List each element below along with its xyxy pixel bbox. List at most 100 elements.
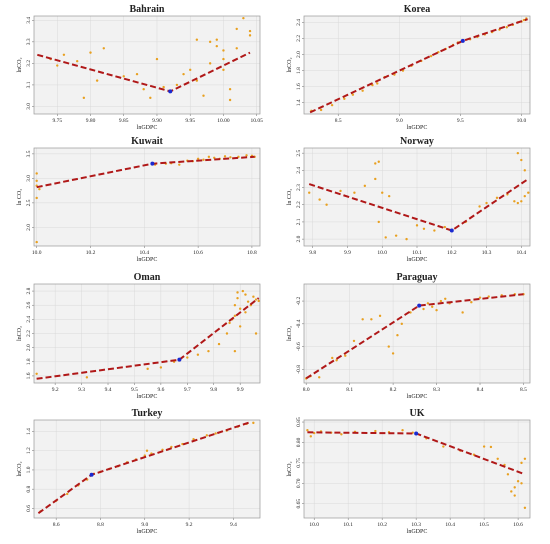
y-tick-label: 0.70 bbox=[296, 478, 302, 488]
data-point bbox=[35, 172, 38, 175]
data-point bbox=[196, 157, 200, 160]
y-axis-label: ln CO₂ bbox=[17, 189, 23, 206]
data-point bbox=[352, 339, 356, 343]
panel-kuwait: 10.0 10.2 10.4 10.6 10.8 2.0 2.5 3.0 3.5 Kuwait ln… bbox=[17, 136, 261, 263]
panel-uk: 10.0 10.1 10.2 10.3 10.4 10.5 10.6 0.65 0.70 0.75… bbox=[287, 408, 531, 535]
data-point bbox=[394, 234, 398, 237]
data-point bbox=[401, 429, 404, 432]
x-tick-label: 9.90 bbox=[152, 118, 162, 124]
y-tick-label: 0.80 bbox=[296, 437, 302, 447]
panel-korea: 8.5 9.0 9.5 10.0 1.4 1.6 1.8 2.0 2.2 2.4 Korea lnGD… bbox=[287, 4, 531, 131]
data-point bbox=[306, 429, 309, 432]
x-tick-label: 10.05 bbox=[250, 118, 263, 124]
x-tick-label: 8.0 bbox=[303, 387, 310, 393]
data-point bbox=[361, 89, 364, 92]
plot-background bbox=[304, 420, 530, 518]
y-tick-label: 0.8 bbox=[26, 485, 32, 492]
y-axis-label: ln CO₂ bbox=[287, 189, 293, 206]
y-tick-label: 2.0 bbox=[26, 344, 32, 351]
data-point bbox=[229, 156, 232, 159]
plot-background bbox=[34, 148, 260, 246]
panel-norway: 9.8 9.9 10.0 10.1 10.2 10.3 10.4 2.0 2.1 2.2 2.3 2.… bbox=[287, 136, 531, 263]
data-point bbox=[422, 307, 425, 311]
breakpoint-marker bbox=[414, 431, 419, 436]
data-point bbox=[470, 301, 473, 304]
x-tick-label: 10.6 bbox=[193, 250, 203, 256]
data-point bbox=[56, 64, 59, 67]
breakpoint-marker bbox=[168, 89, 173, 94]
breakpoint-marker bbox=[89, 472, 94, 477]
data-point bbox=[178, 163, 181, 166]
y-tick-label: 1.0 bbox=[26, 466, 32, 473]
data-point bbox=[353, 191, 356, 194]
x-tick-label: 9.0 bbox=[141, 522, 148, 528]
data-point bbox=[513, 200, 516, 203]
data-point bbox=[38, 187, 41, 191]
x-tick-label: 10.0 bbox=[377, 250, 387, 256]
panels: 9.75 9.80 9.85 9.90 9.95 10.00 10.05 3.0 3.1 3.2 3… bbox=[17, 4, 531, 535]
data-point bbox=[215, 38, 218, 41]
data-point bbox=[318, 198, 321, 201]
data-point bbox=[246, 300, 250, 303]
y-tick-label: -0.4 bbox=[296, 319, 302, 328]
y-axis-label: lnCO₂ bbox=[287, 461, 293, 476]
data-point bbox=[331, 356, 334, 360]
plot-background bbox=[34, 420, 260, 518]
x-axis-label: lnGDPC bbox=[407, 394, 428, 400]
x-tick-label: 10.0 bbox=[517, 118, 527, 124]
data-point bbox=[361, 318, 364, 321]
data-point bbox=[415, 224, 419, 227]
data-point bbox=[35, 372, 38, 376]
data-point bbox=[242, 16, 245, 20]
data-point bbox=[516, 201, 520, 205]
data-point bbox=[207, 155, 211, 159]
data-point bbox=[344, 354, 347, 357]
panel-turkey: 8.6 8.8 9.0 9.2 9.4 0.6 0.8 1.0 1.2 1.4 Turkey lnGD… bbox=[17, 408, 261, 535]
data-point bbox=[233, 314, 237, 318]
data-point bbox=[202, 158, 205, 161]
data-point bbox=[523, 194, 526, 198]
data-point bbox=[387, 345, 390, 348]
data-point bbox=[374, 429, 377, 433]
y-tick-label: 2.3 bbox=[296, 184, 302, 191]
data-point bbox=[444, 297, 447, 300]
x-tick-label: 9.2 bbox=[52, 387, 59, 393]
data-point bbox=[252, 421, 255, 425]
x-tick-label: 9.95 bbox=[185, 118, 195, 124]
panel-oman: 9.2 9.3 9.4 9.5 9.6 9.7 9.8 9.9 1.6 1.8 2.0 2.2 2.4 2… bbox=[17, 272, 261, 400]
x-tick-label: 9.75 bbox=[52, 118, 62, 124]
x-tick-label: 10.1 bbox=[343, 522, 353, 528]
data-point bbox=[245, 154, 248, 157]
data-point bbox=[351, 93, 355, 96]
x-tick-label: 9.6 bbox=[157, 387, 164, 393]
plot-frame bbox=[303, 283, 531, 384]
data-point bbox=[257, 299, 260, 303]
y-tick-label: 1.4 bbox=[296, 99, 302, 106]
data-point bbox=[228, 321, 231, 325]
data-point bbox=[233, 349, 237, 353]
y-tick-label: 2.6 bbox=[26, 302, 32, 309]
data-point bbox=[343, 97, 346, 100]
y-tick-label: 3.0 bbox=[26, 175, 32, 182]
data-point bbox=[520, 158, 523, 162]
data-point bbox=[175, 83, 179, 87]
data-point bbox=[312, 431, 316, 435]
data-point bbox=[426, 302, 430, 305]
data-point bbox=[516, 151, 520, 155]
data-point bbox=[135, 72, 139, 76]
plot-frame bbox=[33, 283, 261, 384]
y-tick-label: 3.0 bbox=[26, 103, 32, 110]
x-tick-label: 10.5 bbox=[479, 522, 489, 528]
data-point bbox=[122, 75, 125, 78]
x-tick-label: 9.9 bbox=[344, 250, 351, 256]
plot-frame bbox=[303, 419, 531, 519]
y-tick-label: 0.6 bbox=[26, 505, 32, 512]
data-point bbox=[400, 322, 403, 326]
y-tick-label: -0.2 bbox=[296, 296, 302, 305]
x-axis-label: lnGDPC bbox=[407, 257, 428, 263]
x-tick-label: 10.3 bbox=[482, 250, 492, 256]
data-point bbox=[505, 26, 508, 29]
data-point bbox=[422, 227, 426, 231]
data-point bbox=[378, 314, 382, 318]
data-point bbox=[222, 57, 225, 61]
